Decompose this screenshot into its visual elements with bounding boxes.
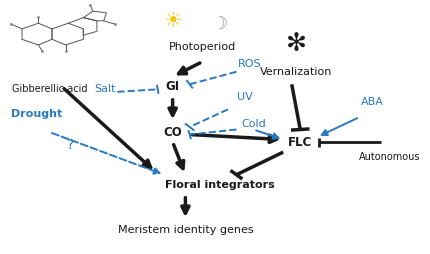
Text: Autonomous: Autonomous: [359, 152, 420, 162]
Text: UV: UV: [237, 92, 253, 102]
Text: ?: ?: [67, 138, 74, 152]
Text: Floral integrators: Floral integrators: [165, 180, 274, 190]
Text: ROS: ROS: [237, 59, 261, 69]
Text: ✻: ✻: [286, 32, 307, 56]
Text: Vernalization: Vernalization: [260, 67, 332, 77]
Text: Gibberellic acid: Gibberellic acid: [12, 84, 87, 94]
Text: ☽: ☽: [212, 15, 227, 33]
Text: Drought: Drought: [11, 109, 62, 119]
Text: GI: GI: [166, 80, 180, 93]
Text: FLC: FLC: [288, 136, 312, 149]
Text: CO: CO: [163, 125, 182, 138]
Text: Meristem identity genes: Meristem identity genes: [117, 225, 253, 235]
Text: ☀: ☀: [163, 11, 182, 31]
Text: ABA: ABA: [361, 97, 384, 107]
Text: Photoperiod: Photoperiod: [169, 42, 236, 52]
Text: Cold: Cold: [241, 119, 266, 130]
Text: Salt: Salt: [94, 84, 115, 94]
